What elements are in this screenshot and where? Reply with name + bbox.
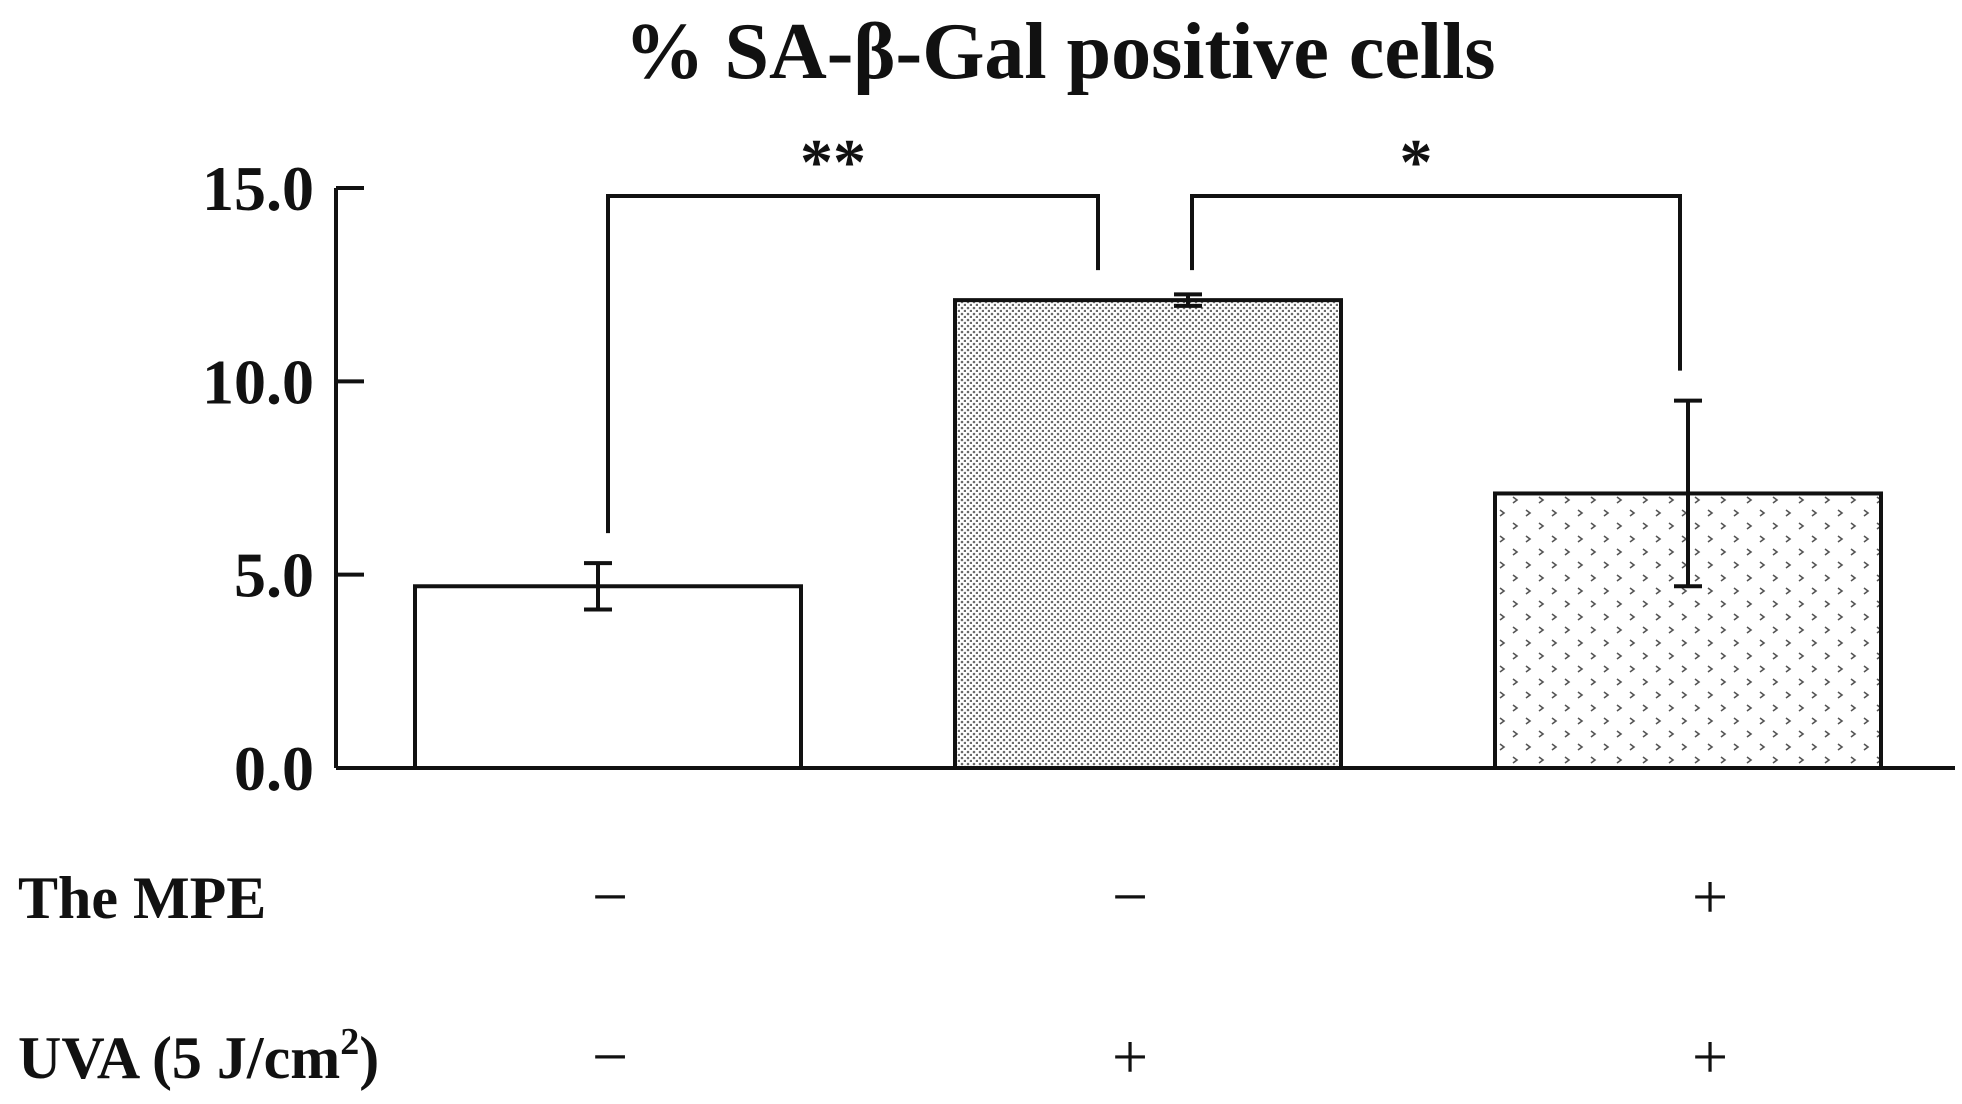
significance-bracket xyxy=(1190,194,1682,371)
y-tick-label: 5.0 xyxy=(234,540,314,611)
significance-label: * xyxy=(1400,126,1433,199)
condition-row-label-text: UVA (5 J/cm xyxy=(18,1025,340,1091)
condition-row-label: UVA (5 J/cm2) xyxy=(18,1021,379,1091)
bars xyxy=(413,298,1883,770)
condition-row-label-superscript: 2 xyxy=(340,1021,359,1063)
y-tick-label: 0.0 xyxy=(234,733,314,804)
condition-sign: + xyxy=(1112,1021,1148,1092)
bar xyxy=(413,584,803,770)
error-bars xyxy=(584,292,1702,612)
condition-row-label-suffix: ) xyxy=(359,1025,379,1091)
y-tick-label: 15.0 xyxy=(202,153,314,224)
y-tick-label: 10.0 xyxy=(202,346,314,417)
condition-sign: − xyxy=(592,861,628,932)
bar xyxy=(953,298,1343,770)
significance-bracket xyxy=(606,194,1100,534)
significance-brackets: ** * xyxy=(606,126,1682,534)
condition-row-label: The MPE xyxy=(18,865,266,931)
significance-label: ** xyxy=(800,126,866,199)
condition-row-label-text: The MPE xyxy=(18,865,266,931)
chart-title: % SA-β-Gal positive cells xyxy=(625,8,1496,96)
condition-sign: − xyxy=(592,1021,628,1092)
condition-table: The MPE − − + UVA (5 J/cm2) − + + xyxy=(18,861,1728,1092)
y-ticks: 0.0 5.0 10.0 15.0 xyxy=(202,153,364,804)
condition-sign: − xyxy=(1112,861,1148,932)
condition-sign: + xyxy=(1692,861,1728,932)
condition-sign: + xyxy=(1692,1021,1728,1092)
